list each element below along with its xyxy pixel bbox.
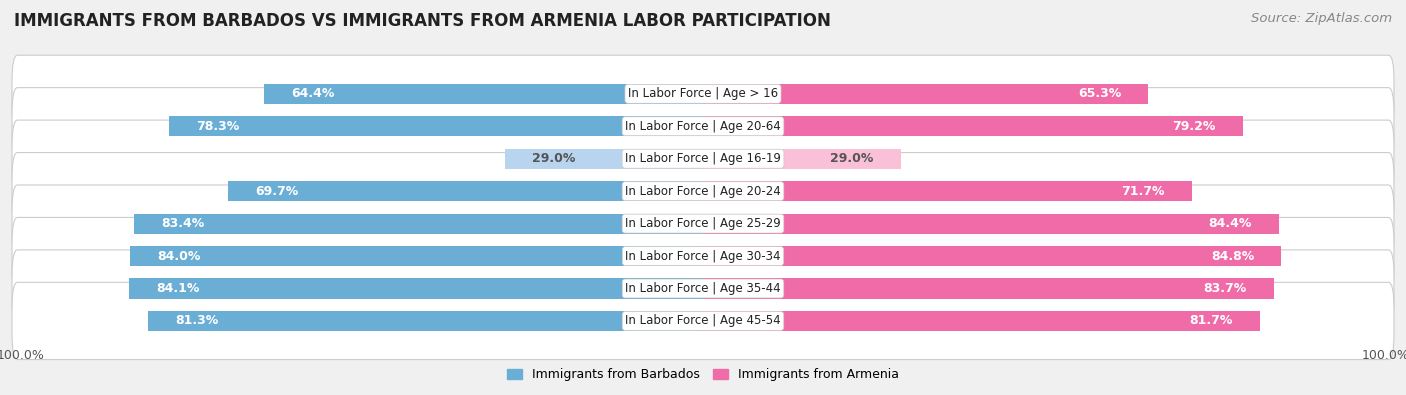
- Text: In Labor Force | Age > 16: In Labor Force | Age > 16: [628, 87, 778, 100]
- Text: 78.3%: 78.3%: [197, 120, 239, 133]
- Bar: [129, 246, 703, 266]
- Bar: [703, 181, 1192, 201]
- FancyBboxPatch shape: [13, 152, 1393, 230]
- Text: 71.7%: 71.7%: [1122, 184, 1164, 198]
- Bar: [149, 311, 703, 331]
- Text: 84.4%: 84.4%: [1208, 217, 1251, 230]
- FancyBboxPatch shape: [13, 185, 1393, 262]
- Bar: [703, 246, 1281, 266]
- Text: 84.1%: 84.1%: [156, 282, 200, 295]
- Bar: [264, 84, 703, 104]
- Text: 81.7%: 81.7%: [1189, 314, 1233, 327]
- Text: Source: ZipAtlas.com: Source: ZipAtlas.com: [1251, 12, 1392, 25]
- Legend: Immigrants from Barbados, Immigrants from Armenia: Immigrants from Barbados, Immigrants fro…: [502, 363, 904, 386]
- Text: 83.7%: 83.7%: [1204, 282, 1247, 295]
- Text: 79.2%: 79.2%: [1173, 120, 1216, 133]
- Text: 69.7%: 69.7%: [254, 184, 298, 198]
- Bar: [129, 278, 703, 299]
- Bar: [703, 311, 1260, 331]
- FancyBboxPatch shape: [13, 217, 1393, 295]
- Bar: [169, 116, 703, 136]
- Bar: [703, 84, 1149, 104]
- Text: In Labor Force | Age 25-29: In Labor Force | Age 25-29: [626, 217, 780, 230]
- Text: 29.0%: 29.0%: [830, 152, 873, 165]
- Text: 81.3%: 81.3%: [176, 314, 219, 327]
- Text: 84.8%: 84.8%: [1211, 250, 1254, 263]
- FancyBboxPatch shape: [13, 250, 1393, 327]
- Text: IMMIGRANTS FROM BARBADOS VS IMMIGRANTS FROM ARMENIA LABOR PARTICIPATION: IMMIGRANTS FROM BARBADOS VS IMMIGRANTS F…: [14, 12, 831, 30]
- Text: 65.3%: 65.3%: [1078, 87, 1121, 100]
- Text: In Labor Force | Age 20-64: In Labor Force | Age 20-64: [626, 120, 780, 133]
- Bar: [703, 214, 1278, 234]
- FancyBboxPatch shape: [13, 55, 1393, 132]
- Text: In Labor Force | Age 35-44: In Labor Force | Age 35-44: [626, 282, 780, 295]
- FancyBboxPatch shape: [13, 282, 1393, 359]
- FancyBboxPatch shape: [13, 88, 1393, 165]
- Text: In Labor Force | Age 30-34: In Labor Force | Age 30-34: [626, 250, 780, 263]
- Text: 29.0%: 29.0%: [533, 152, 576, 165]
- Bar: [703, 278, 1274, 299]
- FancyBboxPatch shape: [13, 120, 1393, 198]
- Bar: [134, 214, 703, 234]
- Bar: [505, 149, 703, 169]
- Text: In Labor Force | Age 20-24: In Labor Force | Age 20-24: [626, 184, 780, 198]
- Bar: [228, 181, 703, 201]
- Text: 64.4%: 64.4%: [291, 87, 335, 100]
- Text: In Labor Force | Age 45-54: In Labor Force | Age 45-54: [626, 314, 780, 327]
- Text: 84.0%: 84.0%: [157, 250, 201, 263]
- Text: In Labor Force | Age 16-19: In Labor Force | Age 16-19: [626, 152, 780, 165]
- Text: 83.4%: 83.4%: [162, 217, 205, 230]
- Bar: [703, 116, 1243, 136]
- Bar: [703, 149, 901, 169]
